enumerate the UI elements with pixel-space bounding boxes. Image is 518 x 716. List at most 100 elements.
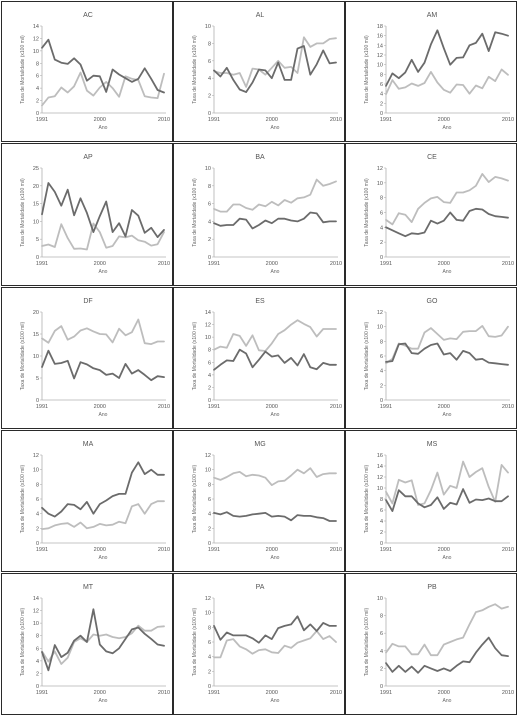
y-tick-label: 8 — [380, 614, 383, 620]
chart-title: CE — [427, 154, 437, 161]
y-tick-label: 6 — [36, 646, 39, 652]
chart-svg-go: GO 0 2 4 6 8 10 12 1991 2000 2010 Ano Taxa de Mortal… — [364, 298, 514, 418]
chart-panel-ap: AP 0 5 10 15 20 25 1991 2000 2010 Ano Taxa de Morta… — [1, 143, 173, 286]
series-line-light — [385, 460, 509, 506]
y-tick-label: 20 — [33, 310, 39, 316]
chart-panel-ce: CE 0 2 4 6 8 10 12 1991 2000 2010 Ano Taxa de Mortal… — [345, 143, 517, 286]
x-tick-label: 1991 — [208, 404, 220, 410]
x-tick-label: 1991 — [208, 261, 220, 267]
y-tick-label: 5 — [36, 237, 39, 243]
y-tick-label: 10 — [205, 166, 211, 172]
x-tick-label: 2010 — [330, 261, 342, 267]
y-tick-label: 6 — [208, 59, 211, 65]
x-axis-label: Ano — [271, 125, 280, 131]
chart-svg-ma: MA 0 2 4 6 8 10 12 1991 2000 2010 Ano Taxa de Mortal… — [20, 441, 170, 561]
y-tick-label: 0 — [36, 398, 39, 404]
x-tick-label: 2010 — [158, 690, 170, 696]
series-line-light — [41, 500, 165, 530]
y-tick-label: 2 — [208, 669, 211, 675]
series-line-dark — [213, 511, 337, 522]
x-tick-label: 2000 — [438, 404, 450, 410]
y-tick-label: 12 — [205, 323, 211, 329]
chart-svg-mg: MG 0 2 4 6 8 10 12 1991 2000 2010 Ano Taxa de Mortal… — [192, 441, 342, 561]
chart-title: BA — [255, 154, 265, 161]
chart-panel-df: DF 0 5 10 15 20 1991 2000 2010 Ano Taxa de Mortali… — [1, 287, 173, 429]
y-tick-label: 8 — [36, 634, 39, 640]
y-tick-label: 2 — [380, 240, 383, 246]
x-tick-label: 2010 — [330, 690, 342, 696]
y-tick-label: 12 — [377, 166, 383, 172]
series-line-dark — [213, 45, 337, 93]
y-tick-label: 8 — [208, 184, 211, 190]
x-axis-label: Ano — [99, 555, 108, 561]
x-tick-label: 2010 — [330, 547, 342, 553]
y-tick-label: 0 — [208, 541, 211, 547]
x-tick-label: 2010 — [502, 690, 514, 696]
y-tick-label: 0 — [36, 111, 39, 117]
y-axis-label: Taxa de Mortalidade (x100 mil) — [192, 464, 198, 533]
chart-panel-es: ES 0 2 4 6 8 10 12 14 1991 2000 2010 Ano Taxa de Mort… — [173, 287, 345, 429]
x-tick-label: 2010 — [330, 404, 342, 410]
chart-svg-ac: AC 0 2 4 6 8 10 12 14 1991 2000 2010 Ano Taxa de Mort… — [20, 12, 170, 131]
x-axis-label: Ano — [271, 412, 280, 418]
y-tick-label: 0 — [208, 255, 211, 261]
y-tick-label: 10 — [33, 49, 39, 55]
y-tick-label: 14 — [377, 464, 383, 470]
chart-title: ES — [255, 298, 265, 305]
chart-svg-mt: MT 0 2 4 6 8 10 12 14 1991 2000 2010 Ano Taxa de Mort… — [20, 584, 170, 704]
series-line-dark — [213, 615, 337, 644]
y-tick-label: 4 — [380, 369, 383, 375]
x-tick-label: 2010 — [502, 117, 514, 123]
series-line-light — [385, 172, 509, 226]
chart-title: AM — [427, 12, 438, 19]
y-tick-label: 5 — [36, 376, 39, 382]
y-tick-label: 4 — [208, 219, 211, 225]
chart-panel-ba: BA 0 2 4 6 8 10 1991 2000 2010 Ano Taxa de Mortalid… — [173, 143, 345, 286]
series-line-dark — [385, 342, 509, 366]
series-line-light — [213, 467, 337, 486]
x-tick-label: 2000 — [266, 117, 278, 123]
y-tick-label: 8 — [380, 72, 383, 78]
y-tick-label: 12 — [377, 53, 383, 59]
x-tick-label: 2000 — [266, 404, 278, 410]
y-tick-label: 10 — [205, 24, 211, 30]
x-tick-label: 2000 — [266, 690, 278, 696]
x-tick-label: 2010 — [502, 404, 514, 410]
y-tick-label: 8 — [36, 482, 39, 488]
x-tick-label: 2000 — [94, 261, 106, 267]
y-tick-label: 25 — [33, 166, 39, 172]
chart-title: DF — [83, 298, 92, 305]
x-axis-label: Ano — [99, 125, 108, 131]
series-line-light — [213, 630, 337, 659]
x-axis-label: Ano — [99, 412, 108, 418]
y-tick-label: 6 — [380, 631, 383, 637]
y-tick-label: 2 — [36, 99, 39, 105]
y-axis-label: Taxa de Mortalidade (x100 mil) — [20, 178, 26, 247]
y-tick-label: 2 — [380, 383, 383, 389]
x-tick-label: 1991 — [380, 547, 392, 553]
chart-title: MA — [83, 441, 94, 448]
y-tick-label: 16 — [377, 453, 383, 459]
x-tick-label: 2000 — [266, 261, 278, 267]
y-axis-label: Taxa de Mortalidade (x100 mil) — [364, 464, 370, 533]
y-tick-label: 12 — [205, 596, 211, 602]
y-tick-label: 6 — [208, 640, 211, 646]
y-axis-label: Taxa de Mortalidade (x100 mil) — [364, 321, 370, 390]
x-tick-label: 2000 — [438, 690, 450, 696]
y-tick-label: 0 — [208, 398, 211, 404]
x-tick-label: 2000 — [266, 547, 278, 553]
y-tick-label: 2 — [208, 237, 211, 243]
chart-svg-ms: MS 0 2 4 6 8 10 12 14 16 1991 2000 2010 Ano Taxa de Mo… — [364, 441, 514, 561]
y-tick-label: 14 — [33, 596, 39, 602]
y-tick-label: 4 — [208, 512, 211, 518]
y-tick-label: 12 — [33, 609, 39, 615]
x-tick-label: 1991 — [36, 690, 48, 696]
series-line-light — [385, 325, 509, 365]
y-tick-label: 6 — [380, 211, 383, 217]
series-line-light — [385, 68, 509, 96]
chart-svg-df: DF 0 5 10 15 20 1991 2000 2010 Ano Taxa de Mortali… — [20, 298, 170, 418]
chart-panel-al: AL 0 2 4 6 8 10 1991 2000 2010 Ano Taxa de Mortalid… — [173, 1, 345, 142]
series-line-dark — [41, 608, 165, 672]
series-line-light — [41, 624, 165, 665]
